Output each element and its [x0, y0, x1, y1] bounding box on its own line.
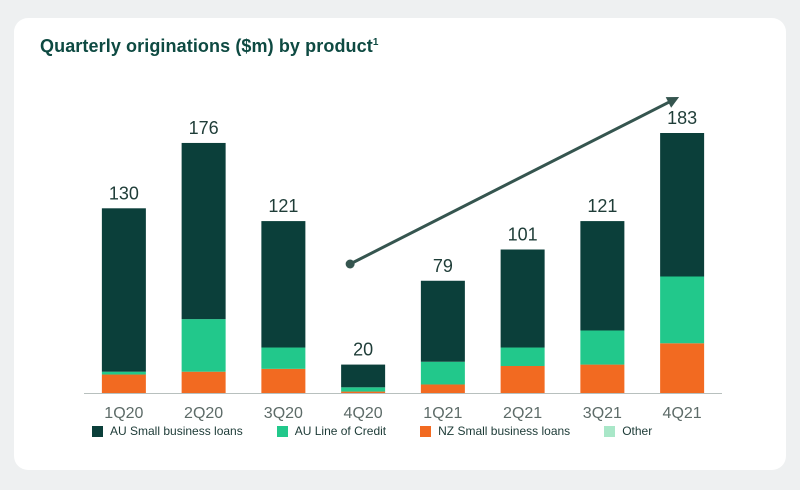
bar-segment-au-small-business-loans-1q20 [101, 208, 146, 372]
bar-segment-nz-small-business-loans-2q20 [181, 371, 226, 393]
bar-segment-nz-small-business-loans-4q21 [660, 343, 705, 393]
bar-segment-au-line-of-credit-1q21 [420, 361, 465, 385]
legend-swatch-au-line-of-credit [276, 425, 288, 437]
x-tick-label-3q20: 3Q20 [264, 405, 303, 422]
legend-label-au-line-of-credit: AU Line of Credit [294, 424, 387, 438]
bar-segment-nz-small-business-loans-2q21 [500, 366, 545, 393]
title-footnote-marker: 1 [372, 37, 379, 48]
bar-total-label-1q20: 130 [109, 183, 139, 203]
bar-segment-au-line-of-credit-4q21 [660, 276, 705, 344]
legend-label-other: Other [622, 424, 653, 438]
bar-segment-nz-small-business-loans-3q20 [261, 368, 306, 393]
bar-total-label-4q21: 183 [667, 108, 697, 128]
x-tick-label-2q21: 2Q21 [503, 405, 542, 422]
legend-item-nz-small-business-loans: NZ Small business loans [420, 424, 570, 438]
bar-segment-nz-small-business-loans-1q20 [101, 374, 146, 393]
bar-total-label-4q20: 20 [353, 340, 373, 360]
trend-arrow-head [665, 97, 680, 108]
trend-arrow-line [349, 99, 672, 266]
x-tick-label-2q20: 2Q20 [184, 405, 223, 422]
x-tick-label-4q21: 4Q21 [663, 405, 702, 422]
bar-total-label-2q21: 101 [508, 225, 538, 245]
bar-segment-au-small-business-loans-3q20 [261, 221, 306, 348]
bar-segment-au-small-business-loans-2q21 [500, 249, 545, 348]
legend-item-au-small-business-loans: AU Small business loans [92, 424, 243, 438]
chart-legend: AU Small business loans AU Line of Credi… [92, 424, 686, 438]
legend-item-other: Other [604, 424, 652, 438]
bar-segment-au-small-business-loans-4q21 [660, 133, 705, 277]
bar-segment-au-small-business-loans-2q20 [181, 142, 226, 320]
chart-title: Quarterly originations ($m) by product1 [40, 36, 379, 56]
x-tick-label-3q21: 3Q21 [583, 405, 622, 422]
bar-segment-au-line-of-credit-4q20 [341, 387, 386, 392]
bar-segment-au-line-of-credit-2q21 [500, 347, 545, 367]
bar-segment-nz-small-business-loans-1q21 [420, 384, 465, 393]
legend-swatch-other [604, 425, 616, 437]
bar-segment-au-small-business-loans-1q21 [420, 280, 465, 362]
legend-item-au-line-of-credit: AU Line of Credit [276, 424, 387, 438]
legend-swatch-nz-small-business-loans [420, 425, 432, 437]
bar-segment-au-small-business-loans-3q21 [580, 221, 625, 331]
legend-swatch-au-small-business-loans [92, 425, 103, 437]
bar-segment-au-line-of-credit-3q20 [261, 347, 306, 369]
bar-segment-au-line-of-credit-2q20 [181, 319, 226, 372]
bar-segment-au-line-of-credit-3q21 [580, 330, 625, 365]
bar-total-label-3q20: 121 [268, 196, 298, 216]
x-tick-label-1q20: 1Q20 [104, 405, 143, 422]
bar-segment-au-small-business-loans-4q20 [341, 364, 386, 388]
bar-segment-nz-small-business-loans-4q20 [341, 391, 386, 393]
x-tick-label-4q20: 4Q20 [344, 405, 383, 422]
legend-label-nz-small-business-loans: NZ Small business loans [438, 424, 571, 438]
bar-total-label-2q20: 176 [189, 118, 219, 138]
bar-segment-au-line-of-credit-1q20 [101, 371, 146, 375]
bar-total-label-1q21: 79 [433, 256, 453, 276]
legend-label-au-small-business-loans: AU Small business loans [110, 424, 243, 438]
x-tick-label-1q21: 1Q21 [423, 405, 462, 422]
bar-segment-nz-small-business-loans-3q21 [580, 364, 625, 393]
bar-total-label-3q21: 121 [587, 196, 617, 216]
